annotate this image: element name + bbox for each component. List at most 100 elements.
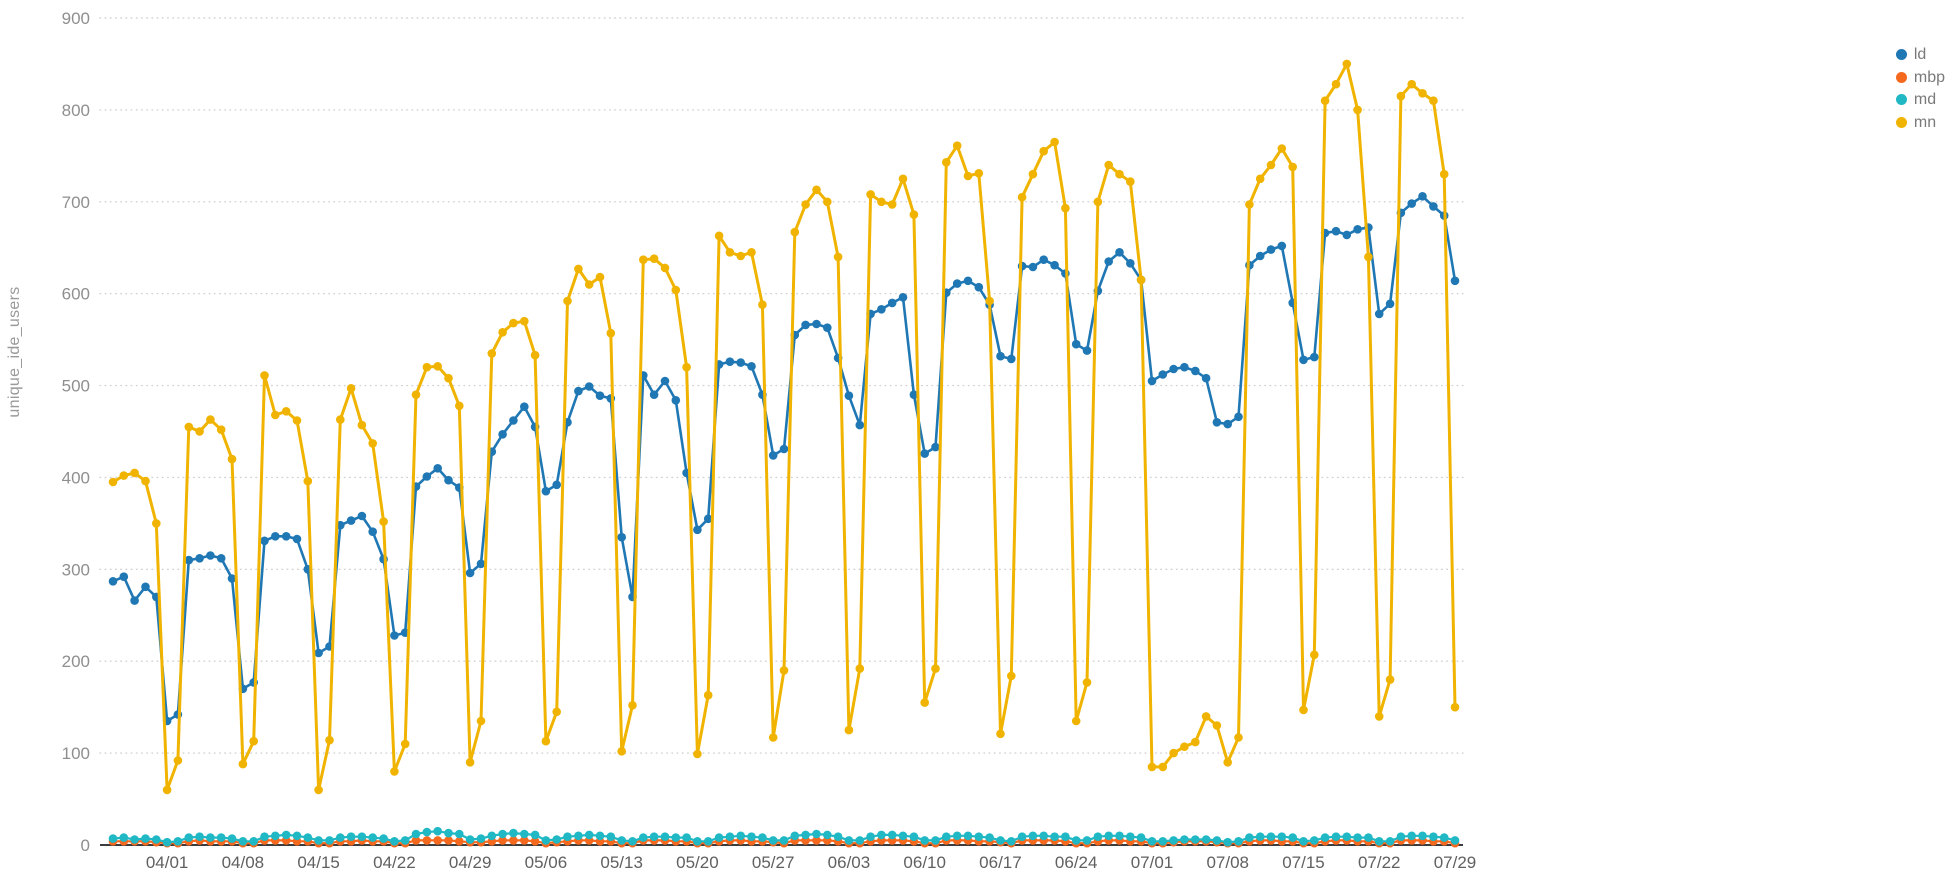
gridlines — [99, 17, 1464, 846]
data-point-ld — [1115, 248, 1124, 257]
data-point-mn — [1071, 716, 1081, 726]
data-point-md — [162, 837, 172, 847]
data-point-mn — [1201, 712, 1211, 721]
data-point-md — [985, 833, 994, 842]
data-point-ld — [779, 444, 789, 454]
data-point-md — [584, 830, 594, 840]
data-point-md — [974, 832, 984, 841]
data-point-mn — [1439, 169, 1449, 179]
data-point-md — [1191, 835, 1200, 844]
data-point-md — [1039, 831, 1048, 841]
data-point-md — [487, 831, 497, 841]
data-point-ld — [444, 475, 453, 485]
data-point-ld — [1147, 376, 1157, 386]
data-point-mn — [162, 785, 172, 795]
data-point-mn — [985, 296, 994, 306]
data-point-ld — [1126, 259, 1135, 268]
series-md — [108, 826, 1460, 847]
data-point-mn — [1039, 146, 1048, 156]
data-point-mn — [238, 759, 248, 769]
data-point-mn — [411, 390, 421, 400]
data-point-mn — [1245, 200, 1254, 209]
data-point-md — [649, 832, 659, 841]
legend-item-md[interactable]: md — [1895, 91, 1945, 109]
x-tick-label: 07/08 — [1206, 853, 1249, 872]
data-point-mn — [1158, 762, 1168, 772]
data-point-md — [1266, 832, 1276, 841]
data-point-ld — [931, 442, 940, 452]
data-point-mn — [108, 477, 118, 487]
data-point-md — [833, 832, 843, 841]
data-point-mn — [1342, 59, 1352, 69]
data-point-mbp — [530, 837, 540, 846]
data-point-mn — [606, 328, 616, 338]
data-point-mn — [758, 300, 767, 310]
data-point-ld — [725, 357, 735, 367]
data-point-mn — [119, 471, 129, 480]
data-point-mn — [866, 190, 875, 199]
data-point-mn — [325, 735, 334, 745]
data-point-ld — [141, 582, 150, 592]
data-point-ld — [1028, 262, 1038, 272]
data-point-md — [206, 833, 215, 842]
data-point-mn — [887, 200, 897, 209]
data-point-mn — [476, 716, 486, 726]
data-point-mn — [974, 169, 984, 178]
data-point-md — [520, 829, 529, 839]
data-point-ld — [1104, 257, 1113, 266]
legend-item-ld[interactable]: ld — [1895, 46, 1945, 64]
data-point-ld — [108, 577, 118, 586]
data-point-md — [1028, 831, 1038, 841]
data-point-md — [812, 829, 821, 839]
data-point-mn — [314, 785, 323, 795]
data-point-md — [1169, 836, 1178, 845]
data-point-md — [130, 835, 139, 844]
data-point-mn — [1093, 197, 1103, 207]
data-point-md — [1180, 835, 1189, 844]
data-point-mn — [639, 255, 648, 264]
data-point-ld — [1418, 192, 1427, 201]
data-point-md — [1374, 837, 1384, 846]
data-point-ld — [1180, 362, 1189, 372]
data-point-ld — [1007, 354, 1016, 364]
data-point-ld — [498, 430, 507, 439]
data-point-ld — [1353, 225, 1362, 234]
data-point-md — [1310, 836, 1319, 845]
data-point-md — [563, 832, 572, 841]
data-point-mn — [584, 280, 594, 289]
data-point-mn — [920, 698, 929, 707]
data-point-mn — [509, 318, 518, 328]
legend-item-mn[interactable]: mn — [1895, 114, 1945, 132]
y-tick-label: 600 — [62, 285, 90, 304]
data-point-md — [1450, 836, 1460, 845]
data-point-mn — [779, 666, 789, 675]
data-point-md — [617, 836, 626, 845]
data-point-md — [498, 829, 507, 839]
data-point-mbp — [498, 836, 507, 845]
data-point-mbp — [444, 836, 453, 845]
y-tick-label: 900 — [62, 9, 90, 28]
data-point-md — [747, 832, 756, 841]
data-point-ld — [1429, 202, 1438, 211]
data-point-md — [606, 832, 616, 841]
y-tick-label: 700 — [62, 193, 90, 212]
data-point-md — [595, 831, 605, 841]
data-point-mn — [444, 373, 453, 383]
legend-item-mbp[interactable]: mbp — [1895, 69, 1945, 87]
data-point-mn — [1136, 275, 1146, 285]
data-point-md — [1104, 831, 1113, 841]
data-point-ld — [520, 402, 529, 412]
data-point-md — [660, 832, 670, 841]
data-point-ld — [184, 555, 194, 565]
data-point-ld — [1299, 355, 1308, 365]
data-point-mn — [1396, 91, 1406, 101]
data-point-mn — [909, 210, 919, 219]
data-point-mn — [1418, 89, 1427, 98]
data-point-mn — [498, 328, 507, 337]
data-point-md — [1364, 833, 1373, 842]
data-point-md — [346, 832, 356, 841]
data-point-md — [260, 832, 269, 841]
data-point-md — [1255, 832, 1265, 841]
data-point-mbp — [520, 836, 529, 845]
data-point-mn — [1147, 762, 1157, 772]
